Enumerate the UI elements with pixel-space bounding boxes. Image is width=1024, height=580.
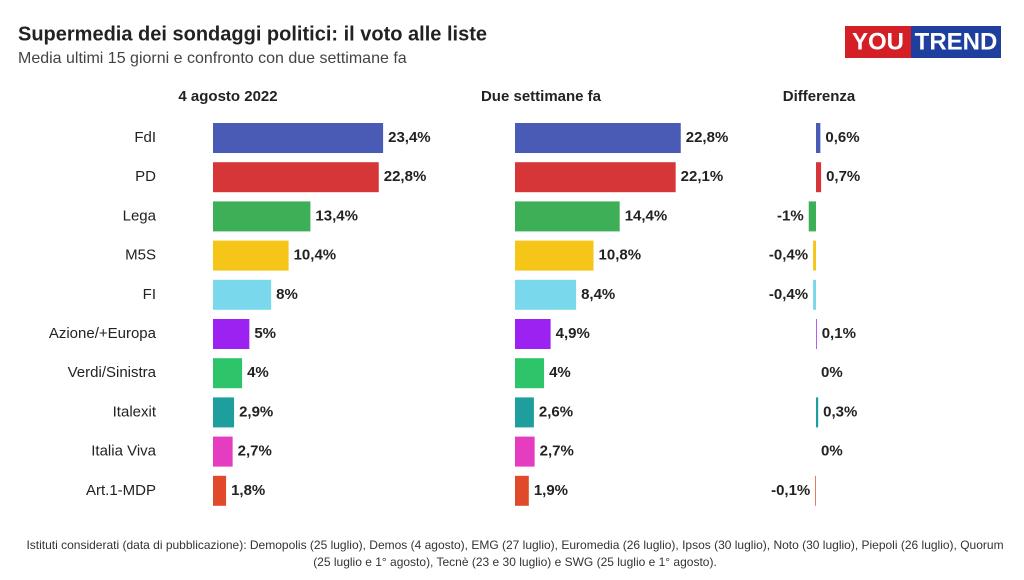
category-label: Azione/+Europa bbox=[49, 325, 157, 342]
value-label: 4,9% bbox=[556, 325, 590, 342]
category-label: M5S bbox=[125, 247, 156, 264]
bar bbox=[213, 397, 235, 428]
bar bbox=[816, 162, 822, 193]
logo-right: TREND bbox=[915, 28, 998, 55]
category-label: Italia Viva bbox=[91, 443, 156, 460]
value-label: 0% bbox=[821, 443, 843, 460]
logo-right-box bbox=[911, 26, 1001, 58]
bar bbox=[515, 397, 534, 428]
value-label: 14,4% bbox=[625, 207, 668, 224]
value-label: 0,6% bbox=[825, 129, 859, 146]
bar bbox=[515, 319, 551, 349]
value-label: 23,4% bbox=[388, 129, 431, 146]
category-label: Lega bbox=[123, 207, 157, 224]
bar bbox=[816, 397, 819, 428]
logo-left-box bbox=[845, 26, 911, 58]
column-header: Differenza bbox=[783, 88, 856, 105]
chart-title: Supermedia dei sondaggi politici: il vot… bbox=[18, 23, 487, 45]
category-label: Italexit bbox=[113, 403, 157, 420]
value-label: 2,7% bbox=[238, 443, 272, 460]
value-label: 22,1% bbox=[681, 168, 724, 185]
bar bbox=[515, 279, 577, 310]
bar bbox=[213, 162, 379, 193]
value-label: 22,8% bbox=[686, 129, 729, 146]
value-label: 4% bbox=[549, 364, 571, 381]
bar bbox=[213, 436, 233, 467]
value-label: 0% bbox=[821, 364, 843, 381]
category-label: FdI bbox=[134, 129, 156, 146]
bar bbox=[213, 358, 243, 389]
value-label: 0,1% bbox=[822, 325, 856, 342]
category-label: FI bbox=[143, 286, 156, 303]
value-label: -0,4% bbox=[769, 247, 808, 264]
bar bbox=[515, 240, 594, 271]
value-label: 10,4% bbox=[294, 247, 337, 264]
bar bbox=[815, 475, 816, 506]
value-label: -0,1% bbox=[771, 482, 810, 499]
logo-left: YOU bbox=[852, 28, 904, 55]
chart-subtitle: Media ultimi 15 giorni e confronto con d… bbox=[18, 50, 407, 67]
bar bbox=[213, 123, 384, 153]
value-label: 8,4% bbox=[581, 286, 615, 303]
bar bbox=[515, 475, 529, 506]
value-label: -1% bbox=[777, 207, 804, 224]
category-label: Art.1-MDP bbox=[86, 482, 156, 499]
value-label: 2,7% bbox=[540, 443, 574, 460]
bar bbox=[816, 123, 821, 153]
value-label: 5% bbox=[254, 325, 276, 342]
value-label: 0,3% bbox=[823, 403, 857, 420]
column-header: 4 agosto 2022 bbox=[178, 88, 277, 105]
bar bbox=[515, 162, 676, 193]
value-label: 1,9% bbox=[534, 482, 568, 499]
bar bbox=[213, 240, 289, 271]
bar bbox=[808, 201, 816, 232]
bar bbox=[813, 279, 816, 310]
bar bbox=[515, 123, 681, 153]
category-label: PD bbox=[135, 168, 156, 185]
bar bbox=[515, 358, 545, 389]
value-label: 10,8% bbox=[599, 247, 642, 264]
value-label: 22,8% bbox=[384, 168, 427, 185]
value-label: 2,6% bbox=[539, 403, 573, 420]
bar bbox=[213, 279, 272, 310]
column-header: Due settimane fa bbox=[481, 88, 602, 105]
value-label: 2,9% bbox=[239, 403, 273, 420]
bar bbox=[813, 240, 816, 271]
value-label: 13,4% bbox=[315, 207, 358, 224]
category-label: Verdi/Sinistra bbox=[68, 364, 157, 381]
bar bbox=[515, 436, 535, 467]
value-label: 0,7% bbox=[826, 168, 860, 185]
value-label: 1,8% bbox=[231, 482, 265, 499]
bar bbox=[213, 201, 311, 232]
value-label: 4% bbox=[247, 364, 269, 381]
value-label: 8% bbox=[276, 286, 298, 303]
bar bbox=[816, 319, 817, 349]
note: Istituti considerati (data di pubblicazi… bbox=[26, 538, 1004, 569]
value-label: -0,4% bbox=[769, 286, 808, 303]
bar bbox=[213, 475, 227, 506]
bar bbox=[213, 319, 250, 349]
bar bbox=[515, 201, 620, 232]
